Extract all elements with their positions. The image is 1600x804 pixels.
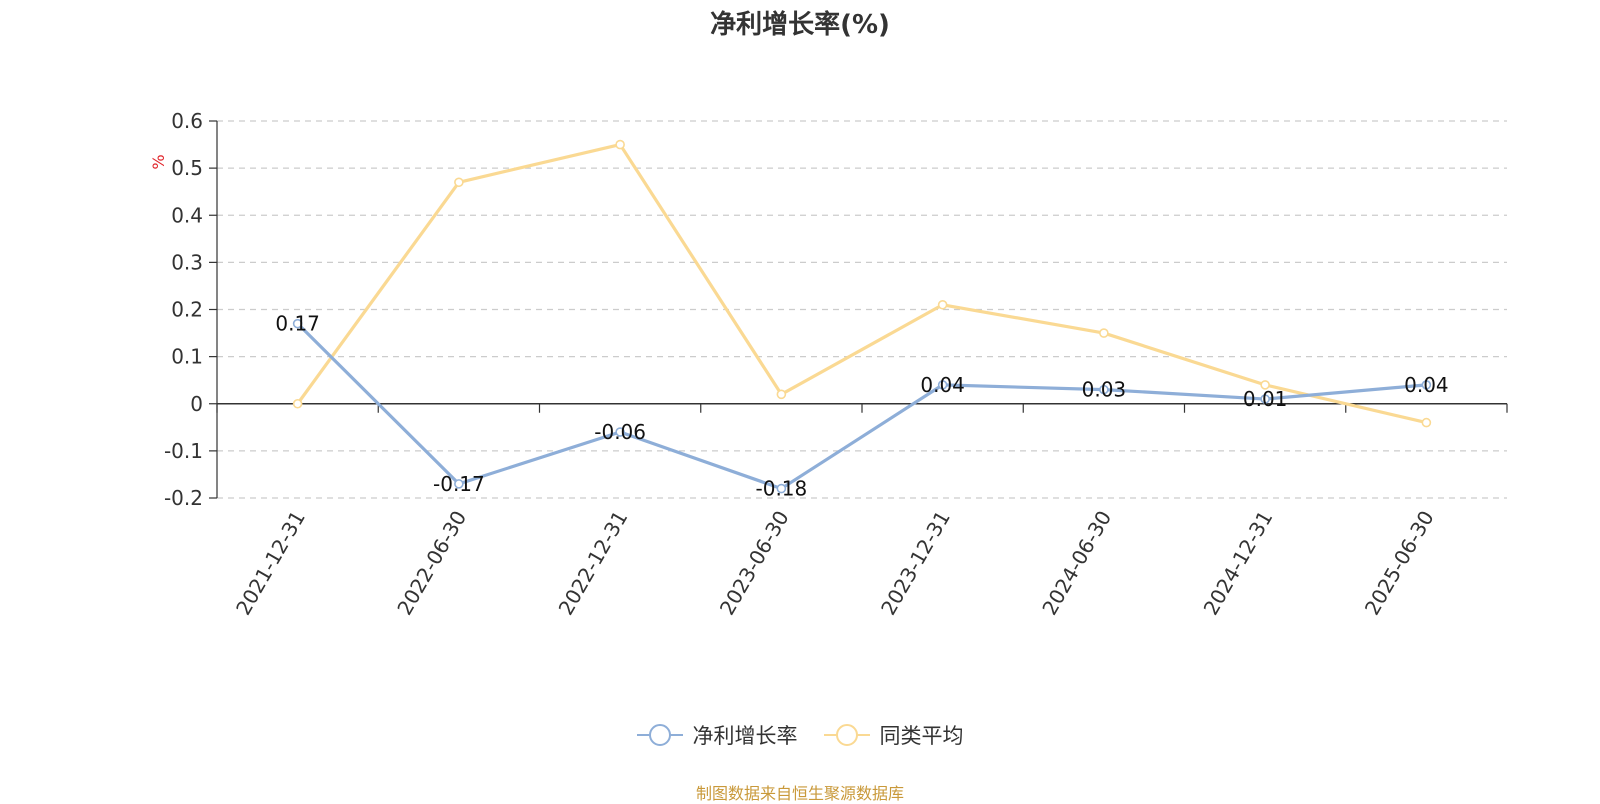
data-label: 0.04: [1404, 373, 1449, 397]
data-label: -0.17: [433, 472, 485, 496]
x-tick-label: 2024-06-30: [1037, 507, 1116, 620]
y-tick-label: 0: [190, 392, 203, 416]
label-layer: 0.17 -0.17 -0.06 -0.18 0.04 0.03 0.01 0.04: [275, 312, 1448, 501]
y-tick-label: 0.6: [171, 109, 203, 133]
data-label: -0.18: [756, 477, 808, 501]
series-line-peer-average: [296, 142, 1427, 425]
axis-layer: -0.2 -0.1 0 0.1 0.2 0.3 0.4 0.5 0.6% 2021-12-31 20…: [149, 109, 1508, 620]
data-point-peer-average: [937, 299, 948, 310]
series-line-net-profit-growth: [296, 322, 1427, 491]
data-point-net-profit-growth: [615, 427, 625, 437]
data-point-net-profit-growth: [1421, 380, 1432, 390]
data-point-peer-average: [292, 398, 303, 409]
data-point-peer-average: [1421, 417, 1432, 428]
data-point-peer-average: [1260, 380, 1270, 390]
data-point-net-profit-growth: [1099, 384, 1109, 395]
data-point-net-profit-growth: [292, 318, 303, 329]
data-label: -0.06: [594, 420, 646, 444]
legend-label-net-profit-growth: 净利增长率: [692, 724, 798, 748]
x-tick-label: 2021-12-31: [231, 507, 310, 620]
data-point-net-profit-growth: [454, 479, 464, 489]
x-tick-label: 2025-06-30: [1360, 507, 1439, 620]
y-tick-label: -0.2: [164, 486, 203, 510]
data-point-peer-average: [615, 139, 625, 150]
x-tick-label: 2022-06-30: [392, 507, 471, 620]
legend-item-net-profit-growth[interactable]: 净利增长率: [636, 720, 798, 750]
legend-label-peer-average: 同类平均: [879, 724, 964, 748]
chart-title: 净利增长率(%): [710, 10, 890, 40]
data-point-peer-average: [1099, 328, 1109, 338]
data-label: 0.03: [1082, 378, 1127, 402]
data-point-peer-average: [454, 177, 464, 188]
data-point-net-profit-growth: [776, 483, 787, 494]
series-layer: [292, 139, 1432, 494]
data-label: 0.01: [1243, 387, 1288, 411]
data-label: 0.17: [275, 312, 320, 336]
data-label: 0.04: [920, 373, 965, 397]
source-note: 制图数据来自恒生聚源数据库: [695, 784, 904, 803]
y-tick-label: 0.3: [171, 250, 203, 274]
line-chart: -0.2 -0.1 0 0.1 0.2 0.3 0.4 0.5 0.6% 2021-12-31 20…: [149, 109, 1508, 620]
data-point-net-profit-growth: [937, 380, 948, 390]
legend: 净利增长率 同类平均: [0, 720, 1600, 750]
x-tick-label: 2023-12-31: [876, 507, 955, 620]
legend-swatch-net-profit-growth: [636, 724, 683, 746]
y-tick-label: 0.5: [171, 156, 203, 180]
grid-layer: [217, 120, 1507, 499]
x-tick-label: 2022-12-31: [554, 507, 633, 620]
y-axis-unit-label: %: [149, 154, 168, 169]
x-tick-label: 2023-06-30: [715, 507, 794, 620]
data-point-peer-average: [776, 389, 787, 400]
y-tick-label: 0.2: [171, 298, 203, 322]
y-tick-label: 0.1: [171, 345, 203, 369]
y-tick-label: -0.1: [164, 439, 203, 463]
data-point-net-profit-growth: [1260, 394, 1270, 404]
x-tick-label: 2024-12-31: [1199, 507, 1278, 620]
y-tick-label: 0.4: [171, 203, 203, 227]
legend-item-peer-average[interactable]: 同类平均: [823, 720, 964, 750]
legend-swatch-peer-average: [823, 724, 870, 746]
